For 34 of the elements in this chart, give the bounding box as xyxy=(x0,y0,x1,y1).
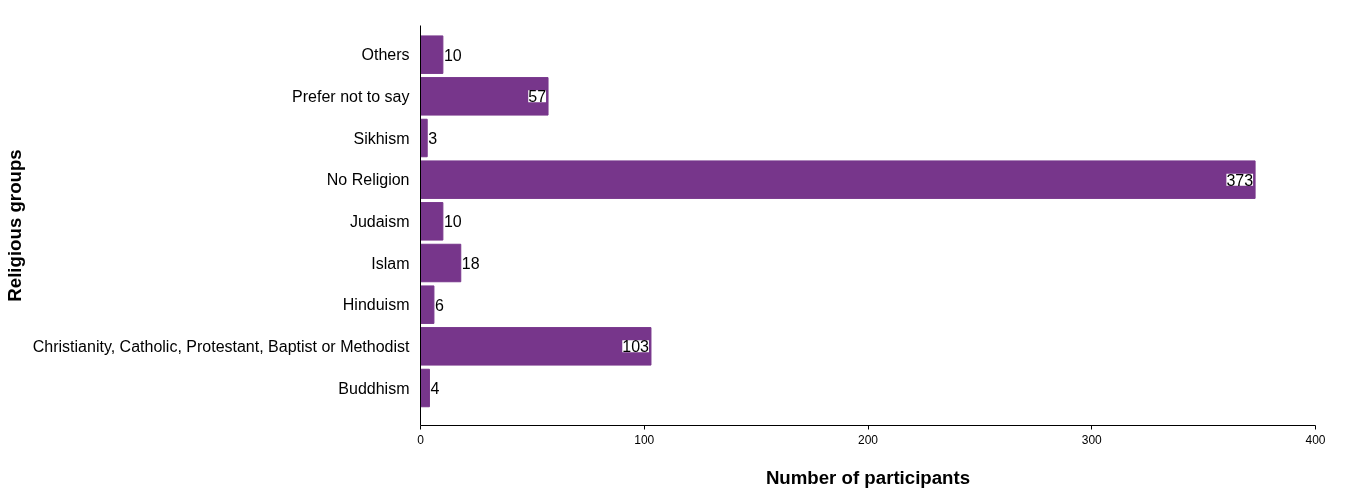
data-label: 10 xyxy=(443,46,462,64)
bar xyxy=(420,243,462,283)
bar xyxy=(420,160,1256,199)
bar xyxy=(420,77,549,116)
bar xyxy=(420,118,428,158)
x-tick-label: 400 xyxy=(1305,432,1326,447)
data-label: 57 xyxy=(528,88,547,106)
x-tick-label: 100 xyxy=(634,432,655,447)
data-label: 103 xyxy=(622,338,650,356)
data-label: 6 xyxy=(434,296,444,314)
data-label: 10 xyxy=(443,213,462,231)
y-tick-label: Others xyxy=(361,46,410,64)
bar xyxy=(420,202,444,241)
bar xyxy=(420,35,444,74)
data-label: 3 xyxy=(428,130,438,147)
y-tick-label: No Religion xyxy=(326,171,410,189)
y-tick-label: Islam xyxy=(371,254,410,272)
y-tick-label: Buddhism xyxy=(338,379,410,397)
data-label: 4 xyxy=(430,380,440,397)
y-tick-label: Christianity, Catholic, Protestant, Baptist or Methodist xyxy=(32,337,411,355)
data-label: 18 xyxy=(461,255,480,272)
y-tick-label: Sikhism xyxy=(353,129,410,147)
y-tick-label: Prefer not to say xyxy=(292,87,410,105)
x-tick-label: 300 xyxy=(1081,432,1103,447)
data-label: 373 xyxy=(1226,171,1254,189)
x-tick-label: 200 xyxy=(857,432,879,447)
y-tick-label: Hinduism xyxy=(342,296,410,314)
x-tick-label: 0 xyxy=(417,432,425,447)
bar xyxy=(420,368,430,408)
bar xyxy=(420,285,435,324)
y-axis-title: Religious groups xyxy=(3,149,25,302)
y-tick-label: Judaism xyxy=(349,212,410,230)
bar xyxy=(420,327,652,366)
x-axis-title: Number of participants xyxy=(765,466,971,488)
